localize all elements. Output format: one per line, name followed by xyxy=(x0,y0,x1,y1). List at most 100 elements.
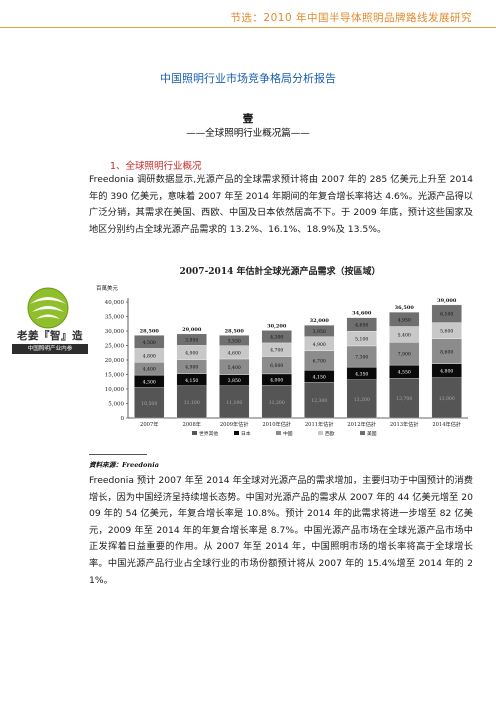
x-tick-label: 2010年估計 xyxy=(262,420,291,428)
legend-label: 西歐 xyxy=(325,430,335,437)
bar-segment xyxy=(134,335,165,349)
segment-label: 4,600 xyxy=(228,350,241,356)
chart-title: 2007-2014 年估計全球光源产品需求（按區域） xyxy=(179,267,381,277)
report-title: 中国照明行业市场竞争格局分析报告 xyxy=(160,72,336,85)
segment-label: 4,700 xyxy=(270,348,283,354)
y-tick-label: 20,000 xyxy=(105,358,125,364)
segment-label: 13,700 xyxy=(396,396,412,402)
y-tick-label: 15,000 xyxy=(105,373,125,379)
y-axis-label: 百萬美元 xyxy=(96,284,119,292)
total-label: 36,500 xyxy=(395,305,415,311)
stacked-bar-chart: 百萬美元 0 5,000 10,000 15,000 20,000 25,000 30,000… xyxy=(96,284,468,437)
segment-label: 4,800 xyxy=(440,369,453,375)
segment-label: 13,900 xyxy=(439,396,455,402)
brand-logo: 老姜『智』造 中国照明产业内参 xyxy=(12,286,88,354)
legend-swatch xyxy=(276,431,281,435)
segment-label: 4,900 xyxy=(185,350,198,356)
segment-label: 5,600 xyxy=(440,329,453,335)
segment-label: 4,000 xyxy=(270,378,283,384)
segment-label: 11,200 xyxy=(269,400,285,406)
bar-segment xyxy=(304,325,335,337)
paragraph-2: Freedonia 预计 2007 年至 2014 年全球对光源产品的需求增加，… xyxy=(89,475,473,586)
x-tick-label: 2008年 xyxy=(183,420,201,428)
total-label: 28,500 xyxy=(225,328,245,334)
segment-label: 3,950 xyxy=(185,338,198,344)
segment-label: 6,100 xyxy=(440,312,453,318)
header-rule xyxy=(0,27,496,28)
segment-label: 4,900 xyxy=(313,342,326,348)
legend-swatch xyxy=(192,431,197,435)
segment-label: 4,800 xyxy=(143,353,156,359)
y-tick-label: 25,000 xyxy=(105,344,125,350)
x-tick-label: 2014年估計 xyxy=(432,420,461,428)
bar-segment xyxy=(134,387,165,419)
logo-words: 老姜『智』造 xyxy=(17,330,83,342)
total-label: 34,600 xyxy=(352,311,372,317)
segment-label: 5,100 xyxy=(355,337,368,343)
logo-emblem-icon xyxy=(27,287,69,329)
logo-tagline: 中国照明产业内参 xyxy=(12,344,88,354)
segment-label: 4,150 xyxy=(313,374,326,380)
legend-label: 世界其他 xyxy=(199,430,218,437)
segment-label: 3,850 xyxy=(228,378,241,384)
section-number: 壹 xyxy=(242,113,254,125)
segment-label: 4,350 xyxy=(355,371,368,377)
segment-label: 5,400 xyxy=(398,332,411,338)
segment-label: 4,900 xyxy=(185,365,198,371)
segment-label: 10,500 xyxy=(141,401,157,407)
x-tick-label: 2013年估計 xyxy=(390,420,419,428)
bar-segment xyxy=(431,304,462,323)
source-rule xyxy=(89,454,147,455)
segment-label: 13,200 xyxy=(354,397,370,403)
bar-segment xyxy=(219,385,250,419)
segment-label: 5,400 xyxy=(228,365,241,371)
bar-segment xyxy=(304,382,335,419)
total-label: 28,500 xyxy=(140,328,160,334)
segment-label: 3,550 xyxy=(228,338,241,344)
segment-label: 12,300 xyxy=(311,398,327,404)
y-tick-label: 35,000 xyxy=(105,315,125,321)
total-label: 32,000 xyxy=(310,318,330,324)
running-header: 节选：2010 年中国半导体照明品牌路线发展研究 xyxy=(230,12,472,24)
segment-label: 11,100 xyxy=(226,400,242,406)
segment-label: 4,400 xyxy=(143,367,156,373)
bar-segment xyxy=(176,385,207,419)
x-tick-label: 2011年估計 xyxy=(305,420,334,428)
legend-label: 美國 xyxy=(367,430,377,437)
section-subtitle: ——全球照明行业概况篇—— xyxy=(186,128,310,139)
bar-segment xyxy=(346,317,377,332)
paragraph-1: Freedonia 调研数据显示,光源产品的全球需求预计将由 2007 年的 2… xyxy=(89,174,473,235)
segment-label: 7,900 xyxy=(398,352,411,358)
segment-label: 6,000 xyxy=(270,363,283,369)
x-tick-label: 2007年 xyxy=(140,420,158,428)
bar-segment xyxy=(219,335,250,346)
x-tick-label: 2012年估計 xyxy=(347,420,376,428)
bar-segment xyxy=(389,312,420,327)
segment-label: 4,650 xyxy=(355,322,368,328)
bar-segment xyxy=(389,378,420,419)
bar-segment xyxy=(346,379,377,419)
heading-1: 1、全球照明行业概况 xyxy=(110,161,202,172)
segment-label: 4,300 xyxy=(270,335,283,341)
segment-label: 4,500 xyxy=(143,340,156,346)
bar-segment xyxy=(431,377,462,419)
y-tick-label: 0 xyxy=(121,416,125,422)
y-tick-label: 10,000 xyxy=(105,387,125,393)
bar-segment xyxy=(261,330,292,344)
y-tick-label: 5,000 xyxy=(108,402,124,408)
x-tick-label: 2009年估計 xyxy=(220,420,249,428)
bar-segment xyxy=(431,338,462,364)
total-label: 30,200 xyxy=(267,323,287,329)
bar-segment xyxy=(176,333,207,346)
total-label: 29,000 xyxy=(182,327,202,333)
y-tick-label: 40,000 xyxy=(105,300,125,306)
segment-label: 4,950 xyxy=(398,317,411,323)
bar-segment xyxy=(261,385,292,419)
legend-label: 日本 xyxy=(241,430,251,437)
segment-label: 3,950 xyxy=(313,329,326,335)
legend-swatch xyxy=(318,431,323,435)
segment-label: 6,700 xyxy=(313,359,326,365)
legend-swatch xyxy=(234,431,239,435)
segment-label: 11,100 xyxy=(184,400,200,406)
total-label: 39,000 xyxy=(437,298,457,304)
